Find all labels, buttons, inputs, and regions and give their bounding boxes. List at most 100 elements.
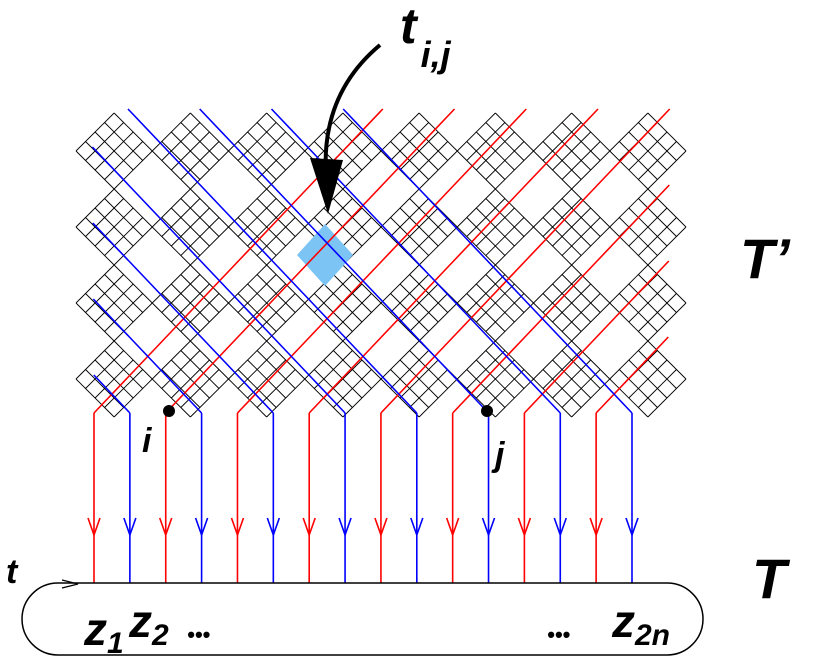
grid-line <box>638 198 677 237</box>
lattice-path <box>342 108 633 414</box>
grid-line <box>571 302 611 342</box>
grid-line <box>113 226 153 266</box>
grid-line <box>647 226 687 266</box>
grid-line <box>247 131 287 171</box>
strand <box>194 413 209 583</box>
lattice-path <box>236 108 527 414</box>
tile-block <box>75 264 153 342</box>
grid-line <box>561 141 601 180</box>
tile-block <box>151 112 229 190</box>
grid-line <box>418 112 458 152</box>
grid-line <box>104 369 144 408</box>
t-small-label: t <box>6 553 19 591</box>
lattice-path <box>127 108 418 414</box>
tile-block <box>75 340 153 418</box>
grid-line <box>190 302 229 342</box>
grid-line <box>409 350 449 389</box>
strand <box>625 413 639 583</box>
grid-line <box>561 122 601 161</box>
tile-block <box>456 264 534 342</box>
grid-line <box>180 369 220 408</box>
grid-line <box>561 293 601 332</box>
down-arrow-icon <box>589 517 603 538</box>
grid-line <box>113 188 153 228</box>
grid-line <box>190 150 229 190</box>
grid-line <box>190 226 229 266</box>
strand <box>302 413 316 583</box>
grid-line <box>170 131 210 171</box>
tile-block <box>609 340 687 418</box>
grid-line <box>247 207 287 247</box>
grid-line <box>180 274 220 313</box>
lattice-path <box>93 374 131 414</box>
grid-line <box>113 264 153 304</box>
tile-block <box>75 112 153 190</box>
down-arrow-icon <box>625 517 639 538</box>
grid-line <box>628 131 668 171</box>
z1-sub: 1 <box>107 627 124 660</box>
grid-line <box>113 378 153 418</box>
lattice-path <box>91 146 346 414</box>
strand <box>338 413 352 583</box>
grid-line <box>647 188 687 228</box>
point-j-marker <box>481 405 493 417</box>
grid-line <box>333 141 372 180</box>
grid-line <box>485 350 525 389</box>
grid-line <box>190 188 229 228</box>
grid-line <box>113 340 153 380</box>
grid-line <box>104 122 144 161</box>
grid-line <box>409 122 449 161</box>
grid-line <box>333 369 372 408</box>
grid-line <box>256 141 296 180</box>
down-arrow-icon <box>123 517 137 538</box>
grid-line <box>485 369 525 408</box>
grid-line <box>247 283 287 323</box>
lattice-path <box>523 260 670 414</box>
tile-block <box>533 340 611 418</box>
z2-main: z <box>128 595 152 647</box>
i-label: i <box>142 422 153 460</box>
grid-line <box>561 198 601 237</box>
strand <box>481 413 496 583</box>
grid-line <box>638 293 677 332</box>
grid-line <box>409 198 449 237</box>
grid-line <box>495 302 534 342</box>
tile-block <box>609 264 687 342</box>
z1-label: z1 <box>83 603 124 660</box>
grid-line <box>418 302 458 342</box>
lattice-path <box>92 298 203 414</box>
grid-line <box>647 150 687 190</box>
down-arrow-icon <box>266 517 281 538</box>
lattice-path <box>380 108 671 414</box>
grid-line <box>256 217 296 256</box>
grid-line <box>266 378 306 418</box>
z2n-sub: 2n <box>634 619 670 652</box>
grid-line <box>190 264 229 304</box>
strand <box>517 413 532 583</box>
grid-line <box>342 378 382 418</box>
strand <box>410 413 424 583</box>
grid-line <box>104 350 144 389</box>
grid-line <box>266 302 306 342</box>
tile-block <box>456 112 534 190</box>
grid-line <box>113 302 153 342</box>
grid-line <box>485 274 525 313</box>
pointer-arrow-icon <box>323 43 382 176</box>
grid-line <box>399 207 439 247</box>
grid-line <box>495 112 534 152</box>
grid-line <box>256 369 296 408</box>
tile-block <box>609 112 687 190</box>
grid-line <box>647 340 687 380</box>
z2n-label: z2n <box>611 595 670 652</box>
point-i-marker <box>163 405 175 417</box>
grid-line <box>256 122 296 161</box>
grid-line <box>342 188 382 228</box>
grid-line <box>561 274 601 313</box>
grid-line <box>94 207 134 247</box>
grid-line <box>571 378 611 418</box>
strand <box>589 413 603 583</box>
grid-line <box>638 369 677 408</box>
lattice-path <box>165 108 456 414</box>
grid-line <box>561 369 601 408</box>
grid-line <box>485 141 525 180</box>
